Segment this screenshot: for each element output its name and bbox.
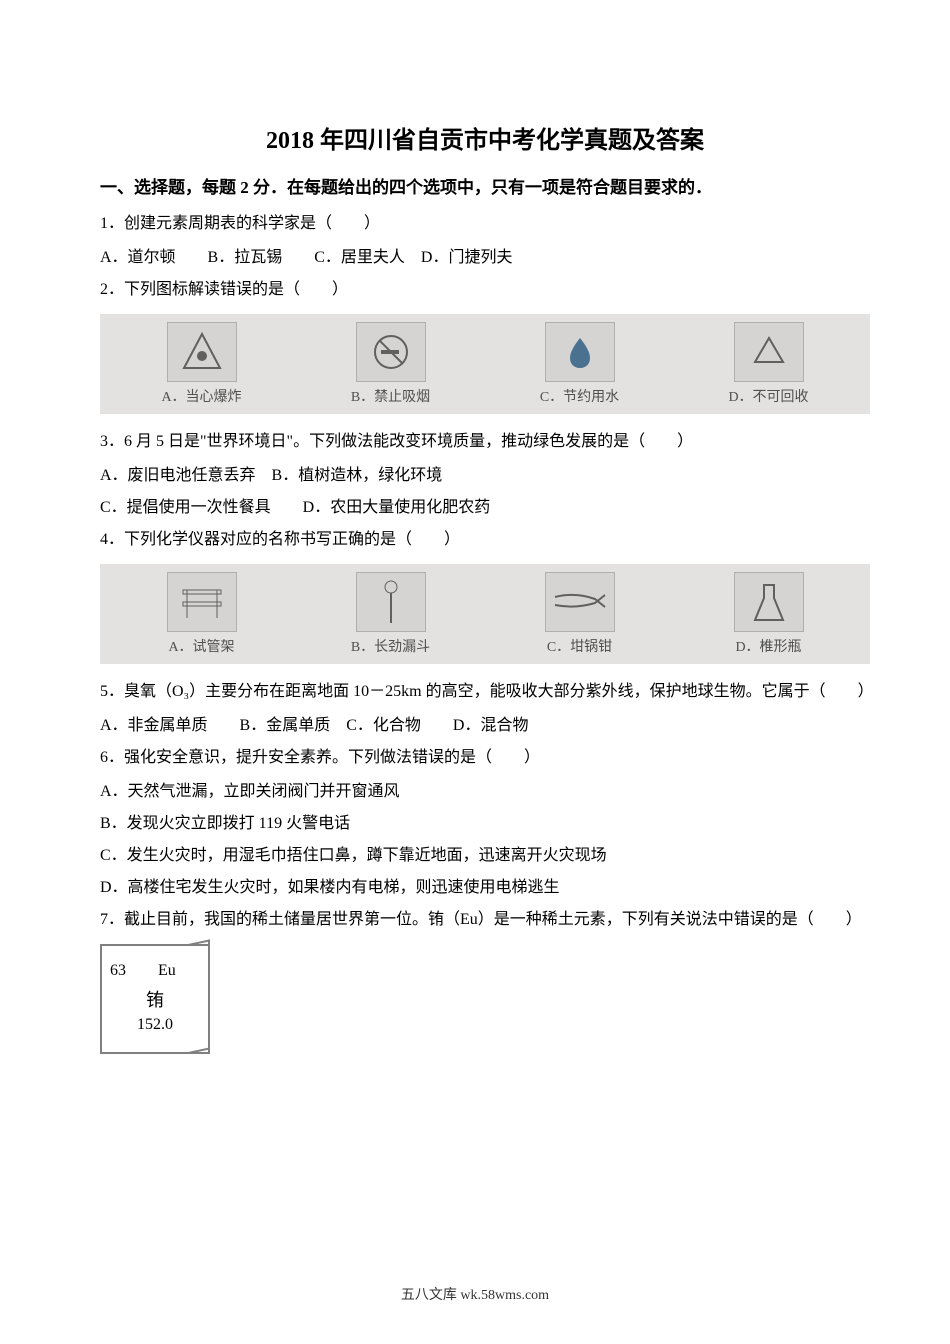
question-7: 7．截止目前，我国的稀土储量居世界第一位。铕（Eu）是一种稀土元素，下列有关说法… [100, 904, 870, 936]
q4-label-b: B．长劲漏斗 [351, 636, 430, 656]
element-mass: 152.0 [110, 1016, 200, 1034]
q2-label-b: B．禁止吸烟 [351, 386, 430, 406]
recycle-icon [734, 322, 804, 382]
question-4: 4．下列化学仪器对应的名称书写正确的是（ ） [100, 524, 870, 556]
q2-label-c: C．节约用水 [540, 386, 619, 406]
q4-label-a: A．试管架 [168, 636, 234, 656]
question-6-c: C．发生火灾时，用湿毛巾捂住口鼻，蹲下靠近地面，迅速离开火灾现场 [100, 840, 870, 872]
q2-image-a: A．当心爆炸 [112, 322, 291, 406]
question-3-cd: C．提倡使用一次性餐具 D．农田大量使用化肥农药 [100, 492, 870, 524]
q4-label-d: D．椎形瓶 [735, 636, 801, 656]
question-1: 1．创建元素周期表的科学家是（ ） [100, 208, 870, 240]
question-5: 5．臭氧（O₃）主要分布在距离地面 10－25km 的高空，能吸收大部分紫外线，… [100, 676, 870, 708]
question-6: 6．强化安全意识，提升安全素养。下列做法错误的是（ ） [100, 742, 870, 774]
question-3-ab: A．废旧电池任意丢弃 B．植树造林，绿化环境 [100, 460, 870, 492]
erlenmeyer-flask-icon [734, 572, 804, 632]
question-5-options: A．非金属单质 B．金属单质 C．化合物 D．混合物 [100, 710, 870, 742]
no-smoking-icon [356, 322, 426, 382]
section-header: 一、选择题，每题 2 分．在每题给出的四个选项中，只有一项是符合题目要求的． [100, 173, 870, 198]
question-2-images: A．当心爆炸 B．禁止吸烟 C．节约用水 D．不可回收 [100, 314, 870, 414]
question-3: 3．6 月 5 日是"世界环境日"。下列做法能改变环境质量，推动绿色发展的是（ … [100, 426, 870, 458]
question-6-b: B．发现火灾立即拨打 119 火警电话 [100, 808, 870, 840]
question-1-options: A．道尔顿 B．拉瓦锡 C．居里夫人 D．门捷列夫 [100, 242, 870, 274]
question-6-a: A．天然气泄漏，立即关闭阀门并开窗通风 [100, 776, 870, 808]
q2-image-b: B．禁止吸烟 [301, 322, 480, 406]
test-tube-rack-icon [167, 572, 237, 632]
explosion-warning-icon [167, 322, 237, 382]
q2-label-a: A．当心爆炸 [161, 386, 241, 406]
q2-image-c: C．节约用水 [490, 322, 669, 406]
periodic-element-box: 63 Eu 铕 152.0 [100, 944, 210, 1054]
q2-label-d: D．不可回收 [728, 386, 808, 406]
q4-image-b: B．长劲漏斗 [301, 572, 480, 656]
q2-image-d: D．不可回收 [679, 322, 858, 406]
question-2: 2．下列图标解读错误的是（ ） [100, 274, 870, 306]
page-title: 2018 年四川省自贡市中考化学真题及答案 [100, 120, 870, 155]
q4-label-c: C．坩锅钳 [547, 636, 612, 656]
q4-image-a: A．试管架 [112, 572, 291, 656]
question-4-images: A．试管架 B．长劲漏斗 C．坩锅钳 D．椎形瓶 [100, 564, 870, 664]
page-footer: 五八文库 wk.58wms.com [0, 1284, 950, 1304]
q4-image-c: C．坩锅钳 [490, 572, 669, 656]
element-name: 铕 [110, 986, 200, 1012]
question-6-d: D．高楼住宅发生火灾时，如果楼内有电梯，则迅速使用电梯逃生 [100, 872, 870, 904]
crucible-tongs-icon [545, 572, 615, 632]
element-number-symbol: 63 Eu [110, 956, 200, 980]
q4-image-d: D．椎形瓶 [679, 572, 858, 656]
funnel-icon [356, 572, 426, 632]
save-water-icon [545, 322, 615, 382]
